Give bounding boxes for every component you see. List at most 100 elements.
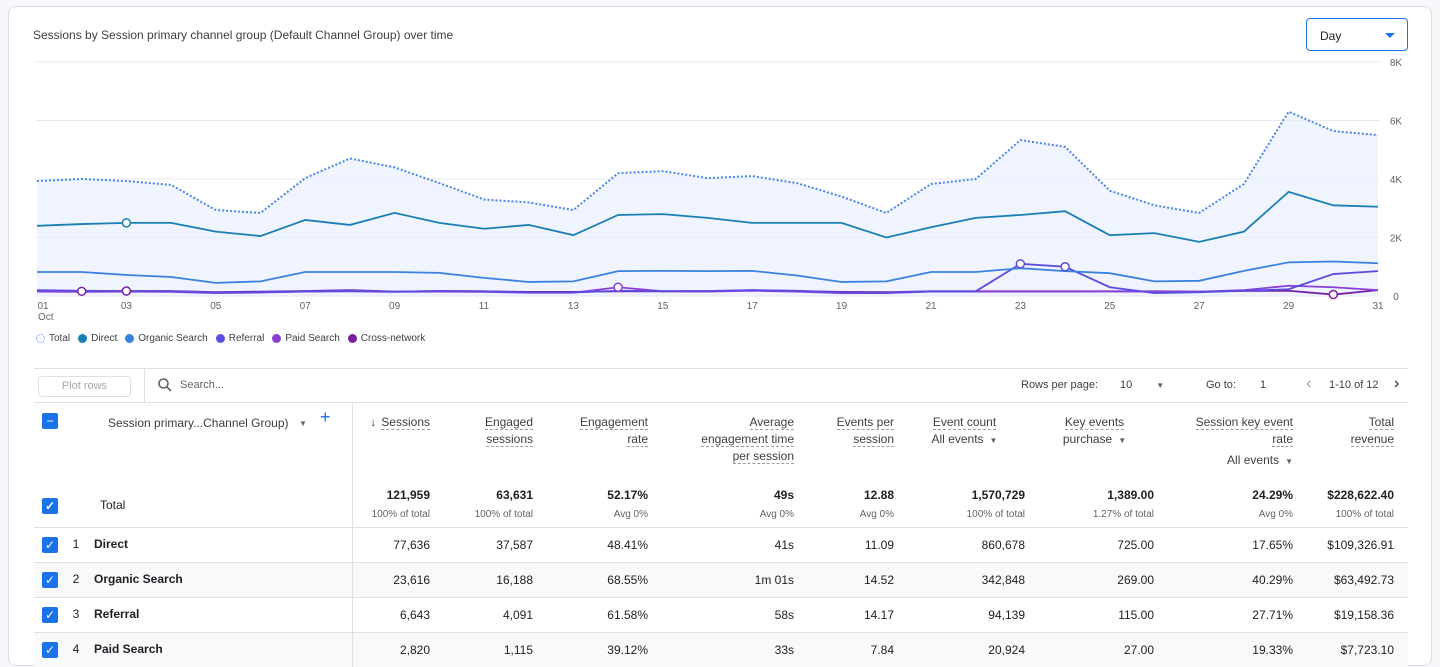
annotation-marker xyxy=(122,219,130,227)
row-cell: 40.29% xyxy=(1164,562,1303,597)
cell-value: 27.71% xyxy=(1252,608,1293,622)
cell-value: 40.29% xyxy=(1252,573,1293,587)
row-cell: 58s xyxy=(658,597,804,632)
column-header[interactable]: ↓Sessions xyxy=(352,403,440,483)
column-header-label: Session key event xyxy=(1196,415,1293,430)
add-dimension-icon[interactable]: + xyxy=(320,409,331,426)
total-value: 1,570,729 xyxy=(972,488,1025,502)
select-all-checkbox[interactable]: − xyxy=(42,413,58,429)
search-input[interactable]: Search... xyxy=(180,379,224,391)
row-channel-name[interactable]: Referral xyxy=(94,607,139,621)
x-tick-label: 07 xyxy=(300,301,312,312)
row-cell: 269.00 xyxy=(1035,562,1164,597)
total-value: 1,389.00 xyxy=(1107,488,1154,502)
total-sub: Avg 0% xyxy=(614,509,648,520)
legend-swatch-icon xyxy=(36,334,45,343)
column-header-label: Total xyxy=(1369,415,1394,430)
cell-value: 61.58% xyxy=(607,608,648,622)
legend-item[interactable]: Cross-network xyxy=(348,333,425,344)
total-checkbox[interactable]: ✓ xyxy=(42,498,58,514)
metric-dropdown[interactable]: All events▼ xyxy=(932,431,998,449)
metric-dropdown[interactable]: All events▼ xyxy=(1227,452,1293,470)
row-cell: 94,139 xyxy=(904,597,1035,632)
plot-rows-button[interactable]: Plot rows xyxy=(38,376,131,397)
row-checkbox[interactable]: ✓ xyxy=(42,537,58,553)
row-cell: 77,636 xyxy=(352,527,440,562)
row-checkbox[interactable]: ✓ xyxy=(42,642,58,658)
total-value: 24.29% xyxy=(1252,488,1293,502)
chevron-down-icon xyxy=(1385,33,1395,38)
row-channel-name[interactable]: Direct xyxy=(94,537,128,551)
column-header-label: rate xyxy=(627,432,648,447)
cell-value: $7,723.10 xyxy=(1341,643,1394,657)
legend-item[interactable]: Paid Search xyxy=(272,333,339,344)
total-value: 12.88 xyxy=(864,488,894,502)
column-header-label: Key events xyxy=(1065,415,1124,430)
granularity-select[interactable]: Day xyxy=(1306,18,1408,51)
legend-label: Paid Search xyxy=(285,333,339,344)
total-value: 63,631 xyxy=(496,488,533,502)
x-tick-label: 15 xyxy=(657,301,669,312)
cell-value: 27.00 xyxy=(1124,643,1154,657)
chevron-down-icon: ▼ xyxy=(1118,436,1126,445)
row-cell: 11.09 xyxy=(804,527,904,562)
prev-page-icon[interactable]: ‹ xyxy=(1306,375,1311,393)
chevron-down-icon[interactable]: ▼ xyxy=(299,415,307,432)
legend-item[interactable]: Referral xyxy=(216,333,265,344)
row-cell: 725.00 xyxy=(1035,527,1164,562)
rows-per-page-select[interactable]: 10▼ xyxy=(1120,379,1170,391)
total-value: 52.17% xyxy=(607,488,648,502)
total-sub: 100% of total xyxy=(1336,509,1394,520)
search-box[interactable]: Search... xyxy=(158,378,224,392)
row-number: 3 xyxy=(62,607,90,621)
total-label: Total xyxy=(100,498,125,512)
metric-dropdown[interactable]: purchase▼ xyxy=(1063,431,1126,449)
total-sub: Avg 0% xyxy=(760,509,794,520)
legend-swatch-icon xyxy=(216,334,225,343)
total-value: 121,959 xyxy=(387,488,430,502)
legend-item[interactable]: Organic Search xyxy=(125,333,207,344)
row-channel-name[interactable]: Organic Search xyxy=(94,572,183,586)
cell-value: 2,820 xyxy=(400,643,430,657)
cell-value: 77,636 xyxy=(393,538,430,552)
annotation-marker xyxy=(614,283,622,291)
row-channel-name[interactable]: Paid Search xyxy=(94,642,163,656)
rows-per-page-label: Rows per page: xyxy=(1021,379,1098,391)
legend-item[interactable]: Direct xyxy=(78,333,117,344)
total-sub: 1.27% of total xyxy=(1093,509,1154,520)
column-header-label: Events per xyxy=(837,415,894,430)
legend-label: Cross-network xyxy=(361,333,425,344)
row-cell: 1,115 xyxy=(440,632,543,667)
next-page-icon[interactable]: › xyxy=(1394,375,1399,393)
y-tick-label: 6K xyxy=(1390,117,1403,128)
legend-label: Direct xyxy=(91,333,117,344)
legend-swatch-icon xyxy=(78,334,87,343)
cell-value: 14.17 xyxy=(864,608,894,622)
search-icon xyxy=(158,378,172,392)
legend-swatch-icon xyxy=(125,334,134,343)
goto-input[interactable]: 1 xyxy=(1260,379,1266,391)
sort-desc-icon: ↓ xyxy=(370,415,376,429)
legend-item[interactable]: Total xyxy=(36,333,70,344)
x-tick-label: 13 xyxy=(568,301,580,312)
row-checkbox[interactable]: ✓ xyxy=(42,572,58,588)
row-checkbox[interactable]: ✓ xyxy=(42,607,58,623)
x-tick-label: 31 xyxy=(1372,301,1384,312)
dimension-header[interactable]: − Session primary...Channel Group) ▼ + xyxy=(34,403,352,483)
